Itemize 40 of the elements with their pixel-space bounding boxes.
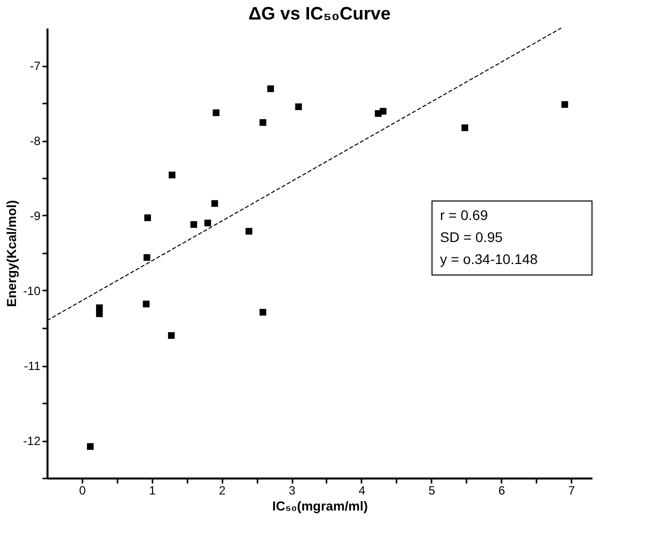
point [204,220,212,226]
x-tick-label: 5 [428,484,436,498]
point [267,85,274,92]
x-tick-label: 3 [288,484,296,498]
annotation: y = o.34-10.148 [440,251,538,267]
point [144,214,151,222]
annotation: SD = 0.95 [440,229,503,245]
annotation: r = 0.69 [440,207,488,223]
point [380,108,386,115]
y-tick-label: -8 [30,134,41,148]
x-tick-label: 7 [568,484,576,498]
point [144,254,150,261]
y-tick-label: -10 [23,284,41,298]
point [212,109,220,116]
x-tick-label: 2 [218,484,226,498]
point [190,221,198,228]
x-tick-label: 0 [79,484,86,498]
point [168,332,175,339]
chart-title: ΔG vs IC₅₀Curve [248,4,391,24]
point [260,119,266,126]
point [246,228,252,235]
point [561,101,568,108]
point [461,124,468,132]
point [295,103,302,110]
x-tick-label: 4 [358,484,366,498]
point [86,443,94,450]
y-tick-label: -12 [23,434,41,448]
x-tick-label: 1 [148,484,156,498]
y-tick-label: -9 [30,209,41,223]
y-tick-label: -7 [30,59,41,73]
point [96,304,103,312]
point [260,308,266,316]
point [211,200,218,207]
x-tick-label: 6 [498,484,506,498]
y-tick-label: -11 [24,359,41,373]
y-axis-title: Energy(Kcal/mol) [4,200,20,307]
point [168,172,176,178]
point [142,300,150,308]
point [96,310,103,318]
x-axis-title: IC₅₀(mgram/ml) [272,498,368,514]
